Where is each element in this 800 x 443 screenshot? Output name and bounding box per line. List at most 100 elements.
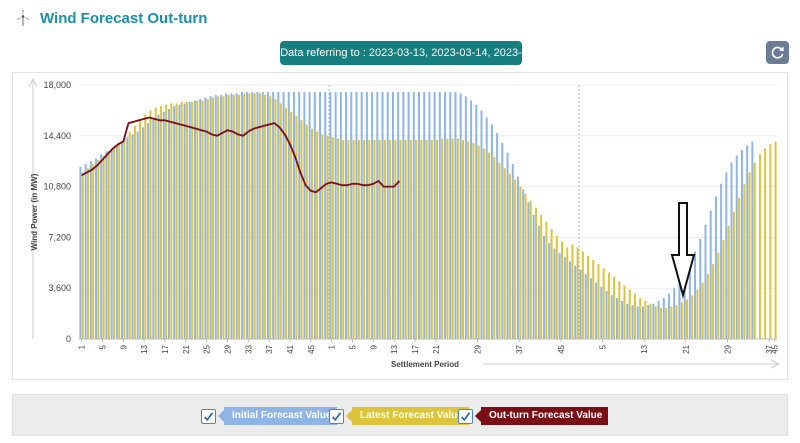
bar-latest xyxy=(347,140,350,339)
bar-initial xyxy=(516,176,519,339)
bar-latest xyxy=(545,221,548,339)
bar-initial xyxy=(662,298,665,339)
bar-initial xyxy=(303,92,306,339)
bar-initial xyxy=(282,92,285,339)
bar-initial xyxy=(720,183,723,339)
bar-latest xyxy=(191,101,194,339)
bar-initial xyxy=(678,281,681,339)
bar-initial xyxy=(652,303,655,339)
bar-initial xyxy=(162,111,165,339)
bar-initial xyxy=(204,97,207,339)
bar-latest xyxy=(592,259,595,339)
bar-latest xyxy=(420,140,423,339)
y-tick-label: 0 xyxy=(66,334,71,344)
bar-latest xyxy=(154,107,157,339)
x-tick-label: 29 xyxy=(223,344,232,353)
bar-latest xyxy=(258,93,261,339)
bar-latest xyxy=(180,101,183,339)
bar-initial xyxy=(251,92,254,339)
legend-item-outturn[interactable]: Out-turn Forecast Value xyxy=(458,407,609,425)
bar-initial xyxy=(626,303,629,339)
bar-latest xyxy=(488,152,491,339)
bar-latest xyxy=(717,252,720,339)
bar-initial xyxy=(240,92,243,339)
bar-latest xyxy=(686,299,689,339)
bar-initial xyxy=(610,295,613,339)
checkbox-icon[interactable] xyxy=(329,408,344,424)
bar-latest xyxy=(555,235,558,339)
x-axis-arrow-head xyxy=(770,359,781,369)
bar-latest xyxy=(92,164,95,339)
bar-initial xyxy=(183,103,186,339)
bar-initial xyxy=(365,92,368,339)
bar-initial xyxy=(735,155,738,339)
x-tick-label: 33 xyxy=(244,344,253,353)
bar-latest xyxy=(165,104,168,339)
checkbox-icon[interactable] xyxy=(201,408,216,424)
bar-initial xyxy=(194,100,197,340)
x-tick-label: 29 xyxy=(724,344,733,353)
x-tick-label: 29 xyxy=(473,344,482,353)
bar-initial xyxy=(277,92,280,339)
bar-initial xyxy=(522,189,525,339)
page-title: Wind Forecast Out-turn xyxy=(40,9,208,27)
refresh-button[interactable] xyxy=(766,41,789,64)
bar-initial xyxy=(470,100,473,340)
bar-latest xyxy=(503,168,506,339)
bar-initial xyxy=(371,92,374,339)
bar-initial xyxy=(324,92,327,339)
x-tick-label: 13 xyxy=(640,344,649,353)
bar-initial xyxy=(449,92,452,339)
bar-initial xyxy=(579,269,582,339)
bar-initial xyxy=(89,161,92,339)
bar-latest xyxy=(561,241,564,339)
bar-latest xyxy=(305,124,308,339)
bar-latest xyxy=(378,140,381,339)
bar-latest xyxy=(107,151,110,339)
y-tick-label: 3,600 xyxy=(48,283,71,293)
bar-latest xyxy=(201,100,204,340)
bar-initial xyxy=(147,123,150,339)
bar-initial xyxy=(329,92,332,339)
x-tick-label: 13 xyxy=(390,344,399,353)
checkbox-icon[interactable] xyxy=(458,408,473,424)
bar-latest xyxy=(316,131,319,339)
bar-initial xyxy=(537,226,540,339)
bar-latest xyxy=(300,120,303,340)
date-range-badge: Data referring to : 2023-03-13, 2023-03-… xyxy=(280,41,522,83)
bar-latest xyxy=(373,140,376,339)
bar-latest xyxy=(691,295,694,339)
legend-item-latest[interactable]: Latest Forecast Value xyxy=(329,407,469,425)
x-tick-label: 5 xyxy=(599,344,608,349)
legend-item-initial[interactable]: Initial Forecast Value xyxy=(201,407,338,425)
bar-initial xyxy=(751,141,754,339)
bar-initial xyxy=(673,288,676,339)
y-axis-label: Wind Power (in MW) xyxy=(30,173,39,250)
bar-latest xyxy=(144,114,147,339)
y-tick-label: 18,000 xyxy=(43,80,71,90)
bar-latest xyxy=(415,140,418,339)
bar-latest xyxy=(727,226,730,339)
bar-latest xyxy=(514,179,517,339)
bar-initial xyxy=(308,92,311,339)
bar-latest xyxy=(743,183,746,339)
bar-latest xyxy=(310,128,313,339)
bar-latest xyxy=(196,100,199,340)
x-tick-label: 45 xyxy=(557,344,566,353)
x-tick-label: 45 xyxy=(307,344,316,353)
bar-latest xyxy=(87,168,89,339)
legend-label-latest: Latest Forecast Value xyxy=(346,407,469,425)
bar-initial xyxy=(527,202,530,339)
bar-latest xyxy=(462,140,465,339)
bar-latest xyxy=(139,120,142,340)
x-tick-label: 37 xyxy=(515,344,524,353)
bar-initial xyxy=(246,92,249,339)
x-tick-label: 5 xyxy=(98,344,107,349)
bar-initial xyxy=(157,114,160,339)
bar-initial xyxy=(167,108,170,339)
bar-initial xyxy=(688,262,691,339)
bar-latest xyxy=(623,285,626,339)
bar-latest xyxy=(394,140,397,339)
bar-initial xyxy=(709,210,712,339)
x-tick-label: 13 xyxy=(140,344,149,353)
